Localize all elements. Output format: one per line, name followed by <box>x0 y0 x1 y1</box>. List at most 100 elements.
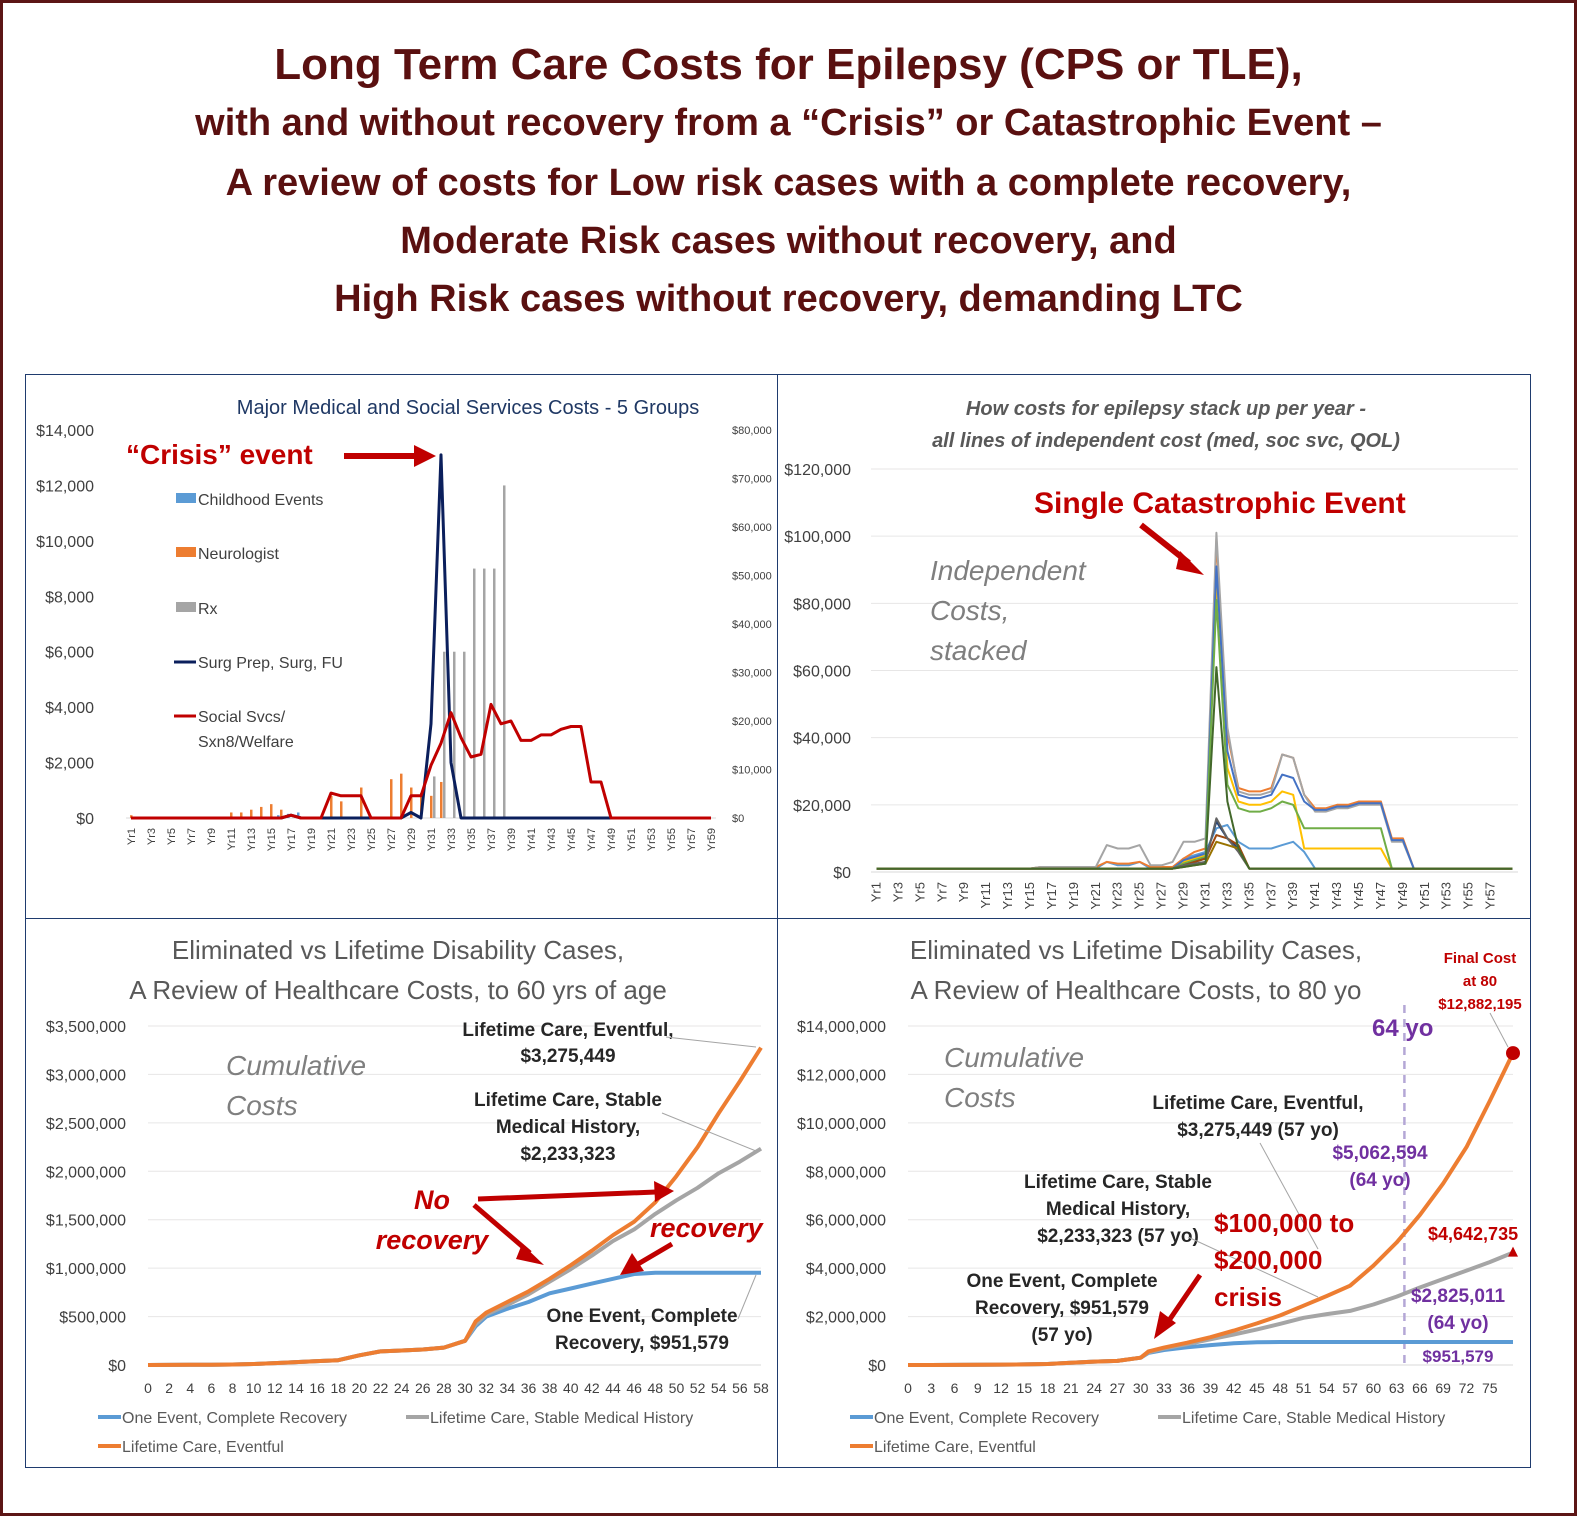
x-tick-label: Yr37 <box>1263 882 1278 909</box>
x-tick-label: Yr59 <box>706 828 718 851</box>
panel-major-medical: Major Medical and Social Services Costs … <box>25 374 779 920</box>
stable-label-2: Medical History, <box>496 1117 640 1138</box>
y-tick-label: $2,000 <box>45 756 94 773</box>
x-tick-label: 36 <box>1179 1380 1195 1396</box>
x-tick-label: 24 <box>394 1380 410 1396</box>
x-tick-label: Yr19 <box>1066 882 1081 909</box>
y2-tick-label: $30,000 <box>732 668 772 680</box>
x-tick-label: Yr27 <box>386 828 398 851</box>
x-tick-label: Yr51 <box>626 828 638 851</box>
chart-title-line-1: Eliminated vs Lifetime Disability Cases, <box>172 935 624 965</box>
recovery-arrowhead <box>620 1253 644 1275</box>
y-tick-label: $8,000 <box>45 589 94 606</box>
stable-leader <box>661 1112 757 1152</box>
title-line-4: Moderate Risk cases without recovery, an… <box>400 220 1177 262</box>
x-tick-label: 56 <box>732 1380 748 1396</box>
x-tick-label: 20 <box>352 1380 368 1396</box>
y-tick-label: $40,000 <box>793 731 851 748</box>
panel-60-years: Eliminated vs Lifetime Disability Cases,… <box>25 918 779 1468</box>
x-tick-label: Yr45 <box>1351 882 1366 909</box>
crisis-arrow <box>1167 1273 1203 1321</box>
crisis-event-label: “Crisis” event <box>126 439 313 470</box>
value-4642735: $4,642,735 <box>1428 1224 1518 1244</box>
x-tick-label: Yr25 <box>1132 882 1147 909</box>
y-tick-label: $20,000 <box>793 798 851 815</box>
x-tick-label: 3 <box>927 1380 935 1396</box>
recovery-label: recovery <box>650 1213 765 1243</box>
one-event-label-2: Recovery, $951,579 <box>975 1298 1149 1319</box>
independent-costs-label-2: Costs, <box>930 595 1009 626</box>
x-tick-label: Yr11 <box>226 828 238 850</box>
x-tick-label: Yr29 <box>406 828 418 851</box>
cumulative-label-2: Costs <box>944 1082 1016 1113</box>
x-tick-label: Yr55 <box>1461 882 1476 909</box>
x-tick-label: 48 <box>1273 1380 1289 1396</box>
x-tick-label: 39 <box>1203 1380 1219 1396</box>
x-tick-label: Yr23 <box>1110 882 1125 909</box>
bar-neurologist <box>270 804 273 818</box>
final-cost-label-2: at 80 <box>1463 973 1497 990</box>
y-tick-label: $0 <box>833 865 851 882</box>
one-event-label-1: One Event, Complete <box>966 1271 1157 1292</box>
chart-title: Major Medical and Social Services Costs … <box>237 397 699 419</box>
legend-swatch-childhood <box>176 493 196 503</box>
legend: One Event, Complete Recovery Lifetime Ca… <box>850 1410 1445 1456</box>
x-tick-label: 32 <box>478 1380 494 1396</box>
eventful-leader <box>665 1036 757 1048</box>
x-tick-label: Yr49 <box>606 828 618 851</box>
bar-neurologist <box>250 809 253 818</box>
y2-tick-label: $50,000 <box>732 571 772 583</box>
x-tick-label: 18 <box>1040 1380 1056 1396</box>
bar-neurologist <box>240 812 243 818</box>
y2-tick-label: $40,000 <box>732 619 772 631</box>
legend: Childhood Events Neurologist Rx Surg Pre… <box>174 492 343 751</box>
eventful-label-1: Lifetime Care, Eventful, <box>462 1020 673 1041</box>
bar-neurologist <box>330 795 333 818</box>
stable-label-1: Lifetime Care, Stable <box>1024 1172 1212 1193</box>
x-tick-label: Yr53 <box>646 828 658 851</box>
chart-cumulative-60: Eliminated vs Lifetime Disability Cases,… <box>46 935 769 1456</box>
x-tick-label: 6 <box>208 1380 216 1396</box>
x-tick-label: Yr51 <box>1417 882 1432 909</box>
value-2825011-2: (64 yo) <box>1427 1313 1488 1334</box>
y-tick-label: $1,500,000 <box>46 1213 126 1230</box>
panel-80-years: Eliminated vs Lifetime Disability Cases,… <box>777 918 1531 1468</box>
x-tick-label: Yr39 <box>506 828 518 851</box>
x-tick-label: Yr13 <box>246 828 258 851</box>
age-64-label: 64 yo <box>1372 1015 1433 1042</box>
legend-swatch-neurologist <box>176 547 196 557</box>
x-tick-label: Yr41 <box>1307 882 1322 909</box>
x-tick-label: Yr23 <box>346 828 358 851</box>
x-tick-label: Yr1 <box>868 882 883 902</box>
bar-rx <box>453 651 456 818</box>
final-cost-leader <box>1489 1012 1509 1048</box>
x-tick-label: Yr47 <box>1373 882 1388 909</box>
no-recovery-arrowhead-1 <box>654 1181 674 1202</box>
x-tick-label: 46 <box>626 1380 642 1396</box>
x-tick-label: 30 <box>457 1380 473 1396</box>
x-tick-label: 58 <box>753 1380 769 1396</box>
x-tick-label: 42 <box>584 1380 600 1396</box>
x-tick-label: 9 <box>974 1380 982 1396</box>
y-tick-label: $1,000,000 <box>46 1261 126 1278</box>
legend-stable: Lifetime Care, Stable Medical History <box>430 1410 693 1427</box>
y-tick-label: $14,000 <box>36 423 94 440</box>
series-line <box>131 453 711 820</box>
x-tick-label: 48 <box>648 1380 664 1396</box>
legend-eventful: Lifetime Care, Eventful <box>122 1439 284 1456</box>
x-tick-label: Yr57 <box>1483 882 1498 909</box>
x-tick-label: 4 <box>186 1380 194 1396</box>
y-tick-label: $10,000,000 <box>797 1116 886 1133</box>
x-tick-label: 16 <box>309 1380 325 1396</box>
x-tick-label: Yr17 <box>286 828 298 851</box>
y2-tick-label: $20,000 <box>732 716 772 728</box>
y-tick-label: $0 <box>76 811 94 828</box>
x-tick-label: 42 <box>1226 1380 1242 1396</box>
stable-leader <box>1187 1236 1319 1298</box>
x-tick-label: 34 <box>500 1380 516 1396</box>
x-tick-label: 8 <box>229 1380 237 1396</box>
x-tick-label: 12 <box>267 1380 283 1396</box>
y-tick-label: $4,000,000 <box>806 1261 886 1278</box>
chart-stacked-costs: How costs for epilepsy stack up per year… <box>784 398 1518 909</box>
y-tick-label: $12,000 <box>36 478 94 495</box>
